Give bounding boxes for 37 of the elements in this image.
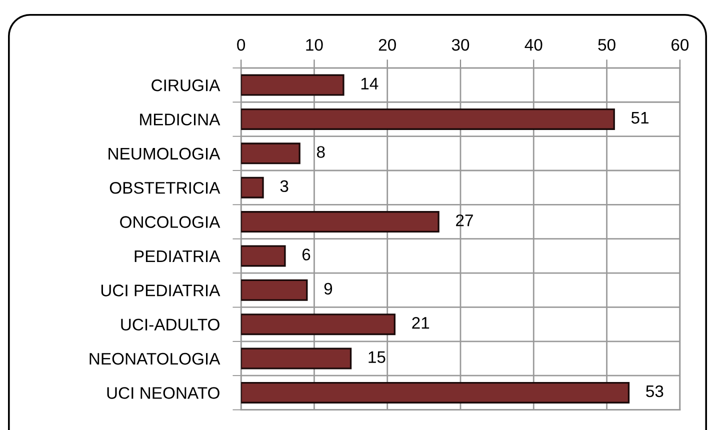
data-label: 15	[368, 351, 386, 363]
bar	[241, 279, 308, 301]
bar	[241, 382, 630, 404]
data-label: 8	[316, 146, 325, 158]
x-tick-label: 50	[598, 38, 616, 51]
y-tick-label: UCI PEDIATRIA	[101, 284, 220, 296]
x-tick-label: 20	[378, 38, 396, 51]
x-tick-label: 0	[237, 38, 246, 51]
data-label: 51	[631, 112, 648, 124]
y-tick-label: MEDICINA	[140, 114, 220, 126]
y-tick-label: PEDIATRIA	[134, 250, 220, 262]
bar	[241, 142, 300, 164]
x-tick-label: 30	[452, 38, 470, 51]
x-tick-label: 10	[306, 38, 323, 51]
y-tick-label: UCI-ADULTO	[121, 318, 220, 331]
data-label: 6	[302, 248, 310, 260]
y-tick-label: OBSTETRICIA	[110, 182, 220, 194]
bar	[241, 245, 286, 267]
data-label: 14	[361, 78, 378, 90]
x-tick-label: 40	[524, 38, 542, 51]
y-tick-label: UCI NEONATO	[107, 387, 220, 399]
bar	[241, 211, 440, 233]
bar	[241, 108, 615, 130]
data-label: 21	[412, 317, 430, 329]
bar	[241, 314, 396, 336]
data-label: 3	[280, 180, 288, 192]
y-tick-label: CIRUGIA	[152, 79, 220, 92]
y-tick-label: ONCOLOGIA	[120, 216, 220, 228]
y-tick-label: NEUMOLOGIA	[108, 148, 220, 160]
y-tick-label: NEONATOLOGIA	[90, 352, 220, 365]
data-label: 27	[456, 214, 473, 226]
data-label: 53	[646, 385, 664, 398]
bar	[241, 348, 352, 370]
x-tick-label: 60	[672, 38, 689, 51]
bar	[241, 74, 344, 96]
bar	[241, 176, 264, 198]
data-label: 9	[324, 282, 332, 295]
